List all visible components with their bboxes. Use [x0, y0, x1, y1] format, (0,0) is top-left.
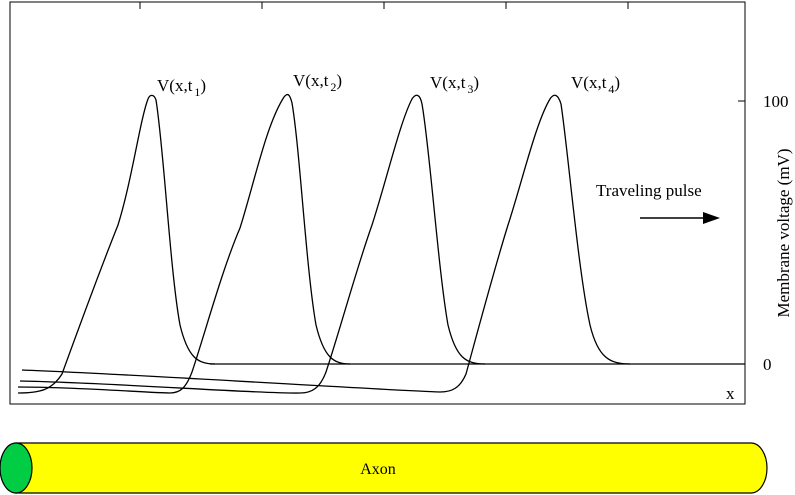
pulse-curve-1 [17, 94, 216, 394]
y-tick-0: 0 [763, 355, 772, 374]
pulse-curve-3 [19, 94, 486, 394]
axon-body [15, 442, 768, 494]
pulse-curve-2 [17, 93, 351, 394]
y-axis-label: Membrane voltage (mV) [774, 149, 793, 318]
pulse-curves [17, 93, 631, 394]
traveling-pulse-annotation: Traveling pulse [596, 181, 702, 200]
pulse-label-2: V(x,t 2) [293, 71, 342, 94]
pulse-curve-4 [21, 94, 631, 393]
right-arrow-icon [640, 212, 720, 224]
axon-label: Axon [360, 461, 396, 478]
x-axis-label: x [726, 384, 735, 403]
pulse-label-4: V(x,t 4) [571, 73, 620, 96]
axon-cross-section [0, 442, 33, 494]
pulse-label-3: V(x,t 3) [430, 73, 479, 96]
y-tick-100: 100 [763, 92, 789, 111]
top-ticks [139, 2, 629, 9]
pulse-label-1: V(x,t 1) [157, 76, 206, 99]
axon: Axon [0, 442, 768, 494]
plot-frame [9, 1, 746, 405]
